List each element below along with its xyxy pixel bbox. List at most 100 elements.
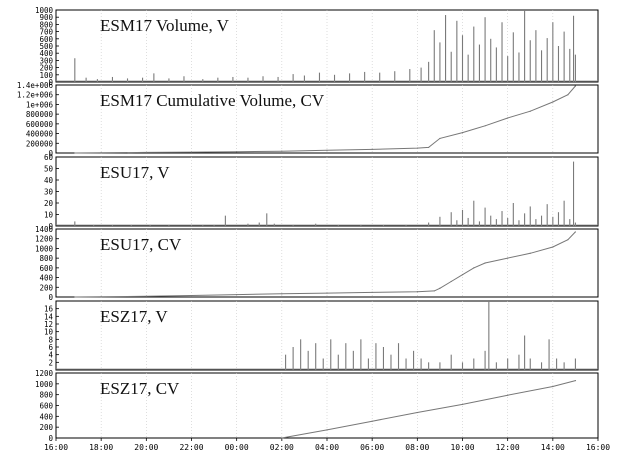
cumulative-point [74, 296, 76, 298]
cumulative-line [281, 380, 576, 439]
cumulative-point [145, 151, 147, 154]
bar-series [56, 301, 598, 370]
x-tick-label: 06:00 [360, 443, 384, 452]
cumulative-point [371, 420, 373, 422]
cumulative-point [326, 429, 328, 431]
x-axis: 16:00 18:00 20:00 22:00 00:00 02:00 04:00 06:00… [44, 438, 610, 452]
y-tick-label: 2 [48, 358, 53, 367]
y-tick-label: 1400 [35, 225, 54, 234]
cumulative-point [281, 150, 283, 152]
y-tick-label: 100 [39, 71, 53, 80]
y-tick-label: 900 [39, 13, 53, 22]
y-tick-label: 12 [44, 320, 53, 329]
cumulative-point [281, 437, 283, 439]
y-tick-label: 10 [44, 328, 54, 337]
cumulative-point [74, 152, 76, 154]
y-tick-label: 30 [44, 188, 54, 197]
panel-title: ESU17, V [100, 163, 170, 182]
cumulative-point [416, 147, 418, 149]
cumulative-point [236, 293, 238, 296]
cumulative-line [74, 85, 576, 154]
cumulative-point [326, 292, 328, 294]
cumulative-point [473, 267, 475, 269]
x-tick-label: 22:00 [179, 443, 203, 452]
bar-series [56, 161, 598, 226]
y-tick-label: 1000 [35, 6, 54, 15]
y-tick-label: 10 [44, 211, 54, 220]
cumulative-point [574, 85, 577, 87]
y-tick-label: 1000 [35, 244, 54, 253]
y-tick-label: 1e+006 [26, 100, 54, 109]
panel-esm17-cv: 1.4e+0061.2e+0061e+006800000600000400000… [17, 81, 599, 158]
y-tick-label: 1.4e+006 [17, 81, 54, 90]
bar-series [56, 10, 598, 82]
cumulative-point [100, 152, 102, 154]
y-tick-label: 1.2e+006 [17, 91, 54, 100]
y-tick-label: 400 [39, 412, 53, 421]
x-tick-label: 12:00 [496, 443, 520, 452]
cumulative-point [567, 94, 569, 96]
y-tick-label: 4 [48, 351, 53, 360]
cumulative-point [190, 151, 193, 153]
y-tick-label: 1200 [35, 235, 54, 244]
x-tick-label: 10:00 [450, 443, 474, 452]
y-tick-label: 20 [44, 199, 54, 208]
y-tick-label: 300 [39, 56, 53, 65]
y-tick-label: 0 [48, 293, 53, 302]
y-tick-label: 400 [39, 274, 53, 283]
x-tick-label: 20:00 [134, 443, 158, 452]
y-tick-label: 200 [39, 64, 53, 73]
panel-title: ESU17, CV [100, 235, 182, 254]
cumulative-point [416, 291, 418, 293]
cumulative-point [236, 151, 238, 153]
cumulative-point [507, 257, 509, 259]
y-tick-label: 600 [39, 264, 53, 273]
x-tick-label: 08:00 [405, 443, 429, 452]
y-tick-label: 500 [39, 42, 53, 51]
y-tick-label: 6 [48, 343, 53, 352]
x-tick-label: 16:00 [586, 443, 610, 452]
cumulative-point [574, 379, 577, 382]
cumulative-point [529, 110, 531, 112]
cumulative-point [450, 280, 452, 283]
cumulative-point [428, 146, 430, 149]
cumulative-point [433, 290, 435, 292]
y-tick-label: 200 [39, 283, 53, 292]
cumulative-point [529, 252, 531, 254]
panel-title: ESM17 Volume, V [100, 16, 230, 35]
cumulative-point [567, 239, 569, 241]
cumulative-point [574, 231, 577, 233]
cumulative-point [439, 287, 441, 289]
x-tick-label: 14:00 [541, 443, 565, 452]
cumulative-point [100, 296, 102, 298]
y-tick-label: 400000 [26, 130, 54, 139]
cumulative-point [461, 274, 464, 276]
y-tick-label: 50 [44, 165, 54, 174]
y-tick-label: 800 [39, 391, 53, 400]
y-tick-label: 8 [48, 335, 53, 344]
y-tick-label: 16 [44, 305, 54, 314]
cumulative-point [461, 403, 464, 406]
panel-title: ESZ17, CV [100, 379, 180, 398]
x-tick-label: 18:00 [89, 443, 113, 452]
y-tick-label: 1000 [35, 380, 54, 389]
y-tick-label: 0 [48, 149, 53, 158]
y-tick-label: 600 [39, 35, 53, 44]
y-tick-label: 0 [48, 222, 53, 231]
x-tick-label: 02:00 [270, 443, 294, 452]
panel-esu17-v: 60 50 40 30 20 10 0 ESU17, V [44, 153, 599, 231]
y-tick-label: 40 [44, 176, 54, 185]
cumulative-point [552, 101, 554, 103]
y-tick-label: 0 [48, 434, 53, 443]
cumulative-point [371, 291, 373, 293]
cumulative-point [145, 295, 147, 297]
y-tick-label: 800 [39, 254, 53, 263]
cumulative-point [416, 411, 418, 414]
cumulative-point [484, 262, 486, 264]
panel-title: ESM17 Cumulative Volume, CV [100, 91, 325, 110]
